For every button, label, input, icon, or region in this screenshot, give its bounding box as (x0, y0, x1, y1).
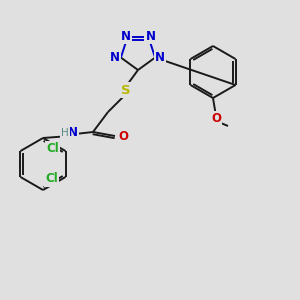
Text: N: N (110, 51, 120, 64)
Text: N: N (146, 30, 156, 43)
Text: N: N (155, 51, 165, 64)
Text: O: O (118, 130, 128, 142)
Text: H: H (61, 128, 69, 138)
Text: N: N (120, 30, 130, 43)
Text: O: O (211, 112, 221, 125)
Text: S: S (121, 83, 131, 97)
Text: N: N (68, 127, 78, 140)
Text: Cl: Cl (45, 172, 58, 185)
Text: Cl: Cl (46, 142, 59, 155)
